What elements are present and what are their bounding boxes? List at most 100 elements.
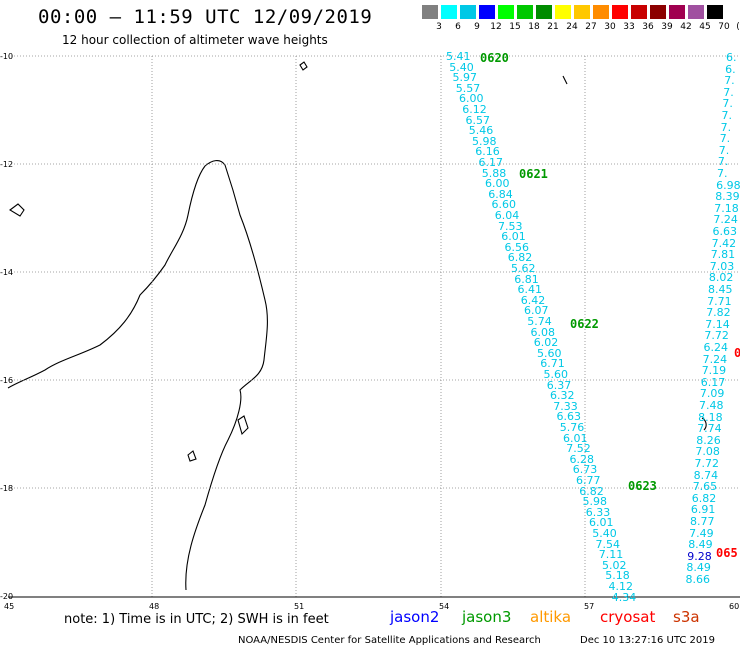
wave-height-value: 7. — [721, 109, 733, 122]
wave-height-value: 5.98 — [472, 134, 497, 148]
wave-height-value: 5.62 — [511, 262, 536, 275]
wave-height-value: 6.63 — [712, 225, 738, 238]
wave-height-value: 7.11 — [598, 548, 624, 562]
wave-height-value: 8.66 — [685, 573, 711, 586]
wave-height-value: 6.41 — [517, 283, 543, 297]
wave-height-value: 4.34 — [611, 590, 637, 604]
scale-swatch — [498, 5, 514, 19]
wave-height-value: 6.17 — [700, 375, 726, 389]
wave-height-value: 7.42 — [711, 236, 737, 250]
wave-height-value: 7.19 — [701, 364, 727, 378]
wave-height-value: 6.00 — [459, 92, 484, 106]
wave-height-value: 8.49 — [686, 561, 711, 575]
wave-height-value: 7.49 — [689, 526, 714, 540]
wave-height-value: 6.01 — [589, 516, 614, 530]
wave-height-value: 6.98 — [716, 178, 740, 192]
wave-height-value: 7.65 — [692, 480, 718, 494]
wave-height-value: 7.09 — [699, 387, 725, 401]
legend-jason3: jason3 — [462, 608, 512, 626]
wave-height-value: 5.41 — [446, 50, 471, 63]
wave-height-value: 5.57 — [455, 81, 481, 95]
wave-height-value: 5.40 — [449, 60, 474, 74]
wave-height-value: 7. — [719, 132, 731, 146]
wave-height-value: 7. — [722, 97, 733, 111]
wave-height-value: 9.28 — [687, 549, 712, 563]
wave-height-value: 7.48 — [699, 399, 724, 412]
wave-height-value: 6.77 — [576, 474, 601, 487]
wave-height-value: 8.02 — [708, 271, 734, 285]
scale-label: 18 — [528, 22, 540, 32]
scale-swatch — [422, 5, 438, 19]
wave-height-value: 7.74 — [697, 422, 722, 436]
coastline — [7, 61, 707, 591]
scale-label: 6 — [455, 22, 461, 32]
scale-label: 3 — [436, 22, 442, 32]
wave-height-value: 7.33 — [553, 399, 578, 413]
legend-cryosat: cryosat — [600, 608, 656, 626]
credit-text: NOAA/NESDIS Center for Satellite Applica… — [238, 635, 541, 646]
scale-swatch — [707, 5, 723, 19]
lon-label: 48 — [149, 602, 160, 611]
scale-swatch — [612, 5, 628, 19]
scale-swatch — [593, 5, 609, 19]
scale-swatch — [441, 5, 457, 19]
island — [237, 415, 249, 436]
wave-height-value: 6.84 — [488, 187, 513, 201]
lat-label: -16 — [0, 376, 14, 385]
island — [701, 417, 707, 431]
wave-height-value: 6.02 — [533, 336, 559, 350]
wave-height-value: 7. — [718, 143, 730, 157]
chart-title: 00:00 – 11:59 UTC 12/09/2019 — [38, 6, 373, 28]
note-text: note: 1) Time is in UTC; 2) SWH is in fe… — [64, 612, 329, 627]
lat-label: -12 — [0, 160, 14, 169]
timestamp-text: Dec 10 13:27:16 UTC 2019 — [580, 635, 715, 646]
wave-height-value: 6.91 — [690, 503, 716, 517]
scale-label: 27 — [585, 22, 597, 32]
wave-height-value: 7.54 — [595, 537, 621, 551]
scale-label: 70 — [718, 22, 730, 32]
scale-label: 39 — [661, 22, 673, 32]
wave-height-value: 4.12 — [608, 580, 634, 593]
lat-label: -18 — [0, 484, 14, 493]
scale-label: 21 — [547, 22, 559, 32]
wave-height-value: 6.00 — [485, 177, 510, 191]
wave-height-value: 6.32 — [550, 389, 575, 403]
wave-height-value: 6.37 — [546, 378, 572, 392]
wave-height-value: 7. — [723, 85, 734, 99]
wave-height-value: 5.74 — [527, 315, 552, 328]
wave-height-value: 6.71 — [540, 357, 565, 371]
wave-height-value: 8.74 — [693, 468, 719, 482]
wave-height-value: 8.18 — [698, 410, 723, 424]
wave-height-value: 5.98 — [582, 495, 608, 509]
wave-height-value: 6.01 — [501, 230, 526, 244]
wave-height-value: 6.16 — [475, 145, 500, 159]
wave-height-value: 6.82 — [579, 484, 604, 498]
wave-height-value: 6.28 — [569, 452, 595, 466]
wave-height-value: 6.42 — [520, 293, 546, 307]
wave-height-value: 7.24 — [702, 352, 728, 366]
wave-height-value: 5.46 — [468, 124, 494, 138]
scale-label: 33 — [623, 22, 635, 32]
time-label: 0623 — [628, 479, 657, 493]
lon-label: 60 — [729, 602, 740, 611]
wave-height-value: 6.57 — [465, 113, 491, 127]
island — [187, 450, 197, 462]
wave-height-value: 7.82 — [706, 306, 731, 320]
wave-height-value: 7.81 — [710, 248, 736, 262]
scale-swatch — [631, 5, 647, 19]
madagascar-coast — [7, 160, 268, 591]
time-label: 0 — [734, 346, 740, 360]
wave-height-value: 6.60 — [491, 198, 517, 212]
time-label: 0620 — [480, 51, 509, 65]
lon-label: 57 — [584, 602, 595, 611]
scale-label: (ft) — [736, 22, 740, 32]
legend-jason2: jason2 — [390, 608, 440, 626]
chart-subtitle: 12 hour collection of altimeter wave hei… — [62, 33, 328, 47]
wave-height-value: 5.18 — [605, 569, 630, 583]
scale-label: 12 — [490, 22, 502, 32]
wave-height-value: 6. — [725, 62, 736, 76]
wave-height-value: 5.97 — [452, 71, 478, 85]
wave-height-value: 6.81 — [514, 272, 539, 286]
scale-swatch — [650, 5, 666, 19]
